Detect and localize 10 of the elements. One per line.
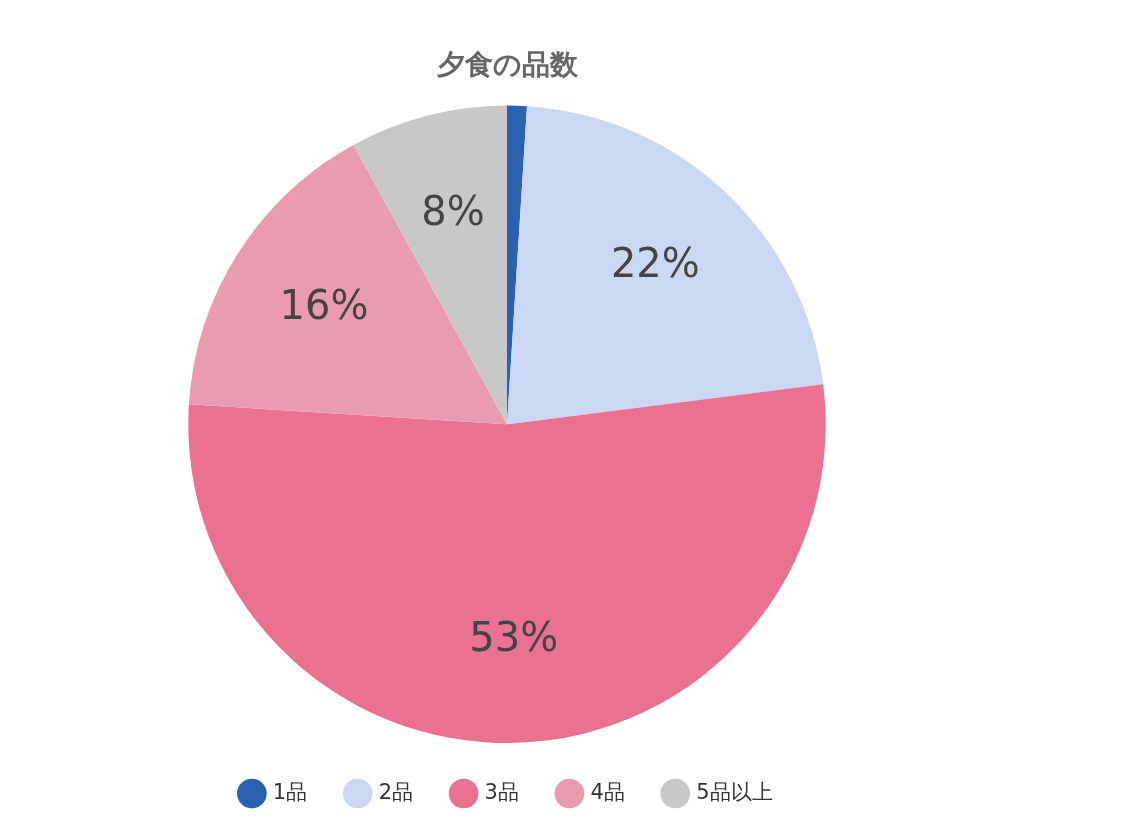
data-label: 22%	[610, 239, 700, 286]
legend-label: 5品以上	[696, 779, 773, 804]
chart-title: 夕食の品数	[435, 48, 579, 82]
legend-label: 4品	[590, 779, 625, 804]
legend-label: 2品	[378, 779, 414, 804]
legend-label: 3品	[484, 779, 519, 804]
data-label: 8%	[421, 187, 485, 234]
legend-label: 1品	[272, 779, 308, 804]
data-label: 53%	[469, 614, 559, 661]
data-label: 16%	[279, 281, 369, 328]
